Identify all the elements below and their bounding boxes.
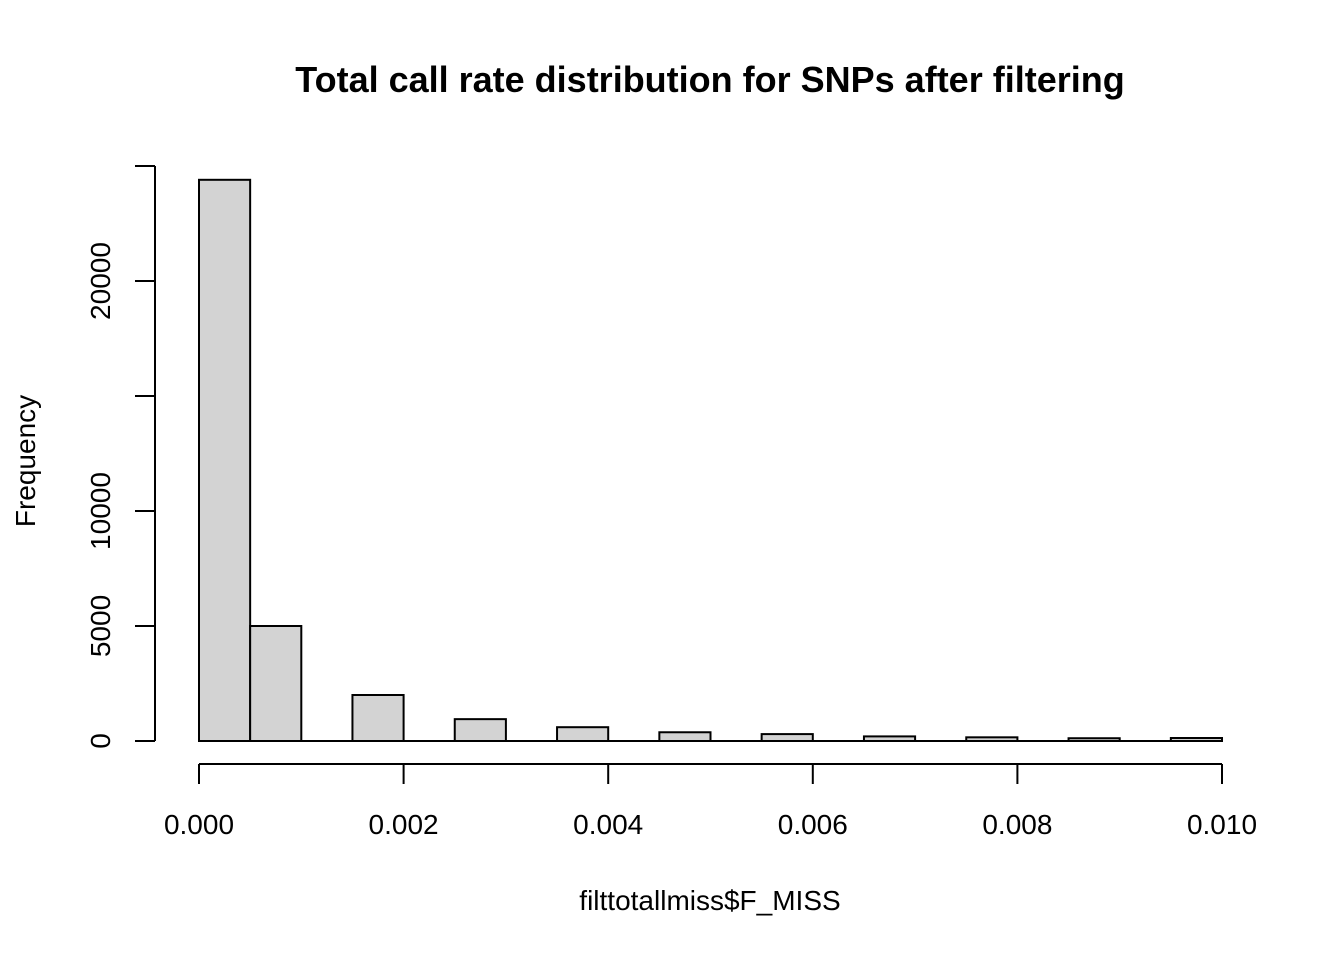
y-tick-label: 20000 [85,242,116,320]
histogram-bar [658,731,712,743]
x-tick-label: 0.002 [369,809,439,840]
histogram-bar [249,625,303,742]
histogram-bar [351,694,405,742]
x-tick-label: 0.010 [1187,809,1257,840]
x-axis-label: filttotallmiss$F_MISS [579,885,840,916]
y-tick-label: 0 [85,733,116,749]
histogram-bar [556,726,610,743]
x-tick-label: 0.004 [573,809,643,840]
histogram-bar [198,178,252,743]
y-tick-label: 10000 [85,472,116,550]
chart-title: Total call rate distribution for SNPs af… [295,59,1124,100]
histogram-bars [198,178,1223,743]
x-tick-label: 0.006 [778,809,848,840]
histogram-bar [453,718,507,743]
x-tick-label: 0.000 [164,809,234,840]
y-axis-label: Frequency [10,395,41,527]
x-axis: 0.000 0.002 0.004 0.006 0.008 0.010 [164,763,1257,840]
y-tick-label: 5000 [85,595,116,657]
y-axis: 0 5000 10000 20000 [85,165,156,749]
x-tick-label: 0.008 [982,809,1052,840]
histogram-bar [760,733,814,742]
